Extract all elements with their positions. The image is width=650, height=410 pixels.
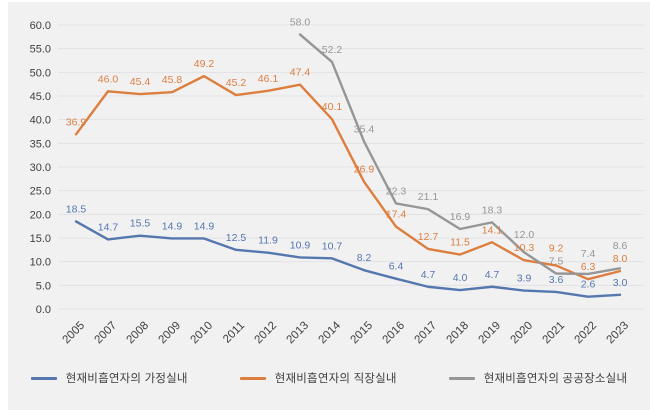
data-label-public-places-indoor: 52.2 (322, 44, 343, 56)
y-tick-label: 40.0 (30, 115, 51, 127)
y-tick-label: 5.0 (36, 280, 51, 292)
x-tick-label: 2007 (93, 320, 120, 347)
legend-item-public-places-indoor: 현재비흡연자의 공공장소실내 (448, 370, 628, 386)
y-tick-label: 35.0 (30, 138, 51, 150)
data-label-home-indoor: 3.9 (517, 273, 532, 285)
x-tick-label: 2005 (61, 320, 88, 347)
data-label-home-indoor: 3.6 (549, 274, 564, 286)
data-label-home-indoor: 4.7 (485, 269, 500, 281)
data-label-public-places-indoor: 7.4 (581, 248, 596, 260)
x-tick-label: 2017 (413, 320, 440, 347)
data-label-home-indoor: 14.9 (162, 220, 183, 232)
data-label-workplace-indoor: 36.9 (66, 116, 87, 128)
data-label-workplace-indoor: 8.0 (613, 253, 628, 265)
x-tick-label: 2014 (317, 319, 344, 346)
data-label-home-indoor: 2.6 (581, 279, 596, 291)
data-label-workplace-indoor: 17.4 (386, 209, 407, 221)
data-label-home-indoor: 12.5 (226, 232, 247, 244)
data-label-workplace-indoor: 26.9 (354, 164, 375, 176)
data-label-workplace-indoor: 10.3 (514, 242, 535, 254)
x-tick-label: 2010 (189, 320, 216, 347)
data-label-workplace-indoor: 40.1 (322, 101, 343, 113)
x-tick-label: 2009 (157, 320, 184, 347)
data-label-workplace-indoor: 14.1 (482, 224, 503, 236)
data-label-workplace-indoor: 46.1 (258, 73, 279, 85)
y-tick-label: 15.0 (30, 233, 51, 245)
x-tick-label: 2013 (285, 320, 312, 347)
data-label-home-indoor: 6.4 (389, 261, 404, 273)
legend-line-marker (239, 376, 266, 380)
series-line-public-places-indoor (298, 33, 622, 276)
x-tick-label: 2011 (221, 320, 247, 346)
series-line-workplace-indoor (74, 74, 622, 281)
series-line-home-indoor (74, 220, 622, 298)
x-tick-label: 2018 (445, 320, 472, 347)
legend-label: 현재비흡연자의 직장실내 (274, 373, 397, 385)
chart-panel: 0.0 5.0 10.0 15.0 20.0 25.0 30.0 35.0 40.0 45.0 50… (8, 2, 650, 410)
y-tick-label: 45.0 (30, 91, 51, 103)
data-label-home-indoor: 18.5 (66, 203, 87, 215)
data-label-home-indoor: 14.9 (194, 220, 215, 232)
data-label-home-indoor: 15.5 (130, 218, 151, 230)
data-label-home-indoor: 10.7 (322, 240, 343, 252)
x-tick-label: 2023 (605, 320, 632, 347)
data-label-workplace-indoor: 11.5 (450, 237, 470, 249)
y-tick-label: 25.0 (30, 186, 51, 198)
data-label-home-indoor: 4.0 (453, 272, 468, 284)
data-label-public-places-indoor: 18.3 (482, 204, 503, 216)
data-label-workplace-indoor: 45.4 (130, 76, 151, 88)
legend: 현재비흡연자의 가정실내 현재비흡연자의 직장실내 현재비흡연자의 공공장소실내 (8, 370, 650, 386)
data-label-public-places-indoor: 35.4 (354, 123, 375, 135)
data-label-public-places-indoor: 12.0 (514, 229, 535, 241)
data-label-public-places-indoor: 16.9 (450, 211, 471, 223)
data-label-home-indoor: 8.2 (357, 252, 372, 264)
x-tick-label: 2012 (253, 320, 280, 347)
y-tick-label: 20.0 (30, 209, 51, 221)
data-label-public-places-indoor: 8.6 (613, 240, 628, 252)
data-label-home-indoor: 14.7 (98, 221, 119, 233)
y-tick-label: 10.0 (30, 257, 51, 269)
data-label-workplace-indoor: 45.8 (162, 74, 183, 86)
y-tick-label: 60.0 (30, 20, 51, 32)
data-label-public-places-indoor: 21.1 (418, 191, 439, 203)
y-tick-label: 30.0 (30, 162, 51, 174)
data-label-home-indoor: 4.7 (421, 269, 436, 281)
legend-item-home-indoor: 현재비흡연자의 가정실내 (30, 370, 188, 386)
data-label-workplace-indoor: 46.0 (98, 73, 119, 85)
x-tick-label: 2021 (541, 320, 568, 347)
line-chart: 0.0 5.0 10.0 15.0 20.0 25.0 30.0 35.0 40.0 45.0 50… (30, 16, 644, 347)
data-label-public-places-indoor: 58.0 (290, 16, 311, 28)
legend-label: 현재비흡연자의 가정실내 (65, 373, 188, 385)
x-tick-label: 2008 (125, 320, 152, 347)
legend-item-workplace-indoor: 현재비흡연자의 직장실내 (239, 370, 397, 386)
legend-line-marker (448, 376, 475, 380)
data-label-workplace-indoor: 12.7 (418, 231, 439, 243)
data-label-public-places-indoor: 7.5 (549, 256, 564, 268)
x-tick-label: 2019 (477, 320, 504, 347)
y-tick-label: 0.0 (36, 304, 51, 316)
data-label-workplace-indoor: 6.3 (581, 261, 596, 273)
y-tick-label: 55.0 (30, 44, 51, 56)
data-label-workplace-indoor: 47.4 (290, 67, 311, 79)
data-label-home-indoor: 10.9 (290, 239, 311, 251)
data-label-workplace-indoor: 49.2 (194, 58, 215, 70)
data-label-workplace-indoor: 45.2 (226, 77, 247, 89)
x-tick-label: 2020 (509, 320, 536, 347)
x-tick-label: 2015 (349, 320, 376, 347)
data-label-public-places-indoor: 22.3 (386, 185, 407, 197)
legend-line-marker (30, 376, 57, 380)
data-label-workplace-indoor: 9.2 (549, 243, 564, 255)
data-label-home-indoor: 11.9 (258, 235, 278, 247)
data-label-home-indoor: 3.0 (613, 277, 628, 289)
x-tick-label: 2022 (573, 320, 600, 347)
x-tick-label: 2016 (381, 320, 408, 347)
legend-label: 현재비흡연자의 공공장소실내 (483, 373, 628, 385)
y-tick-label: 50.0 (30, 67, 51, 79)
